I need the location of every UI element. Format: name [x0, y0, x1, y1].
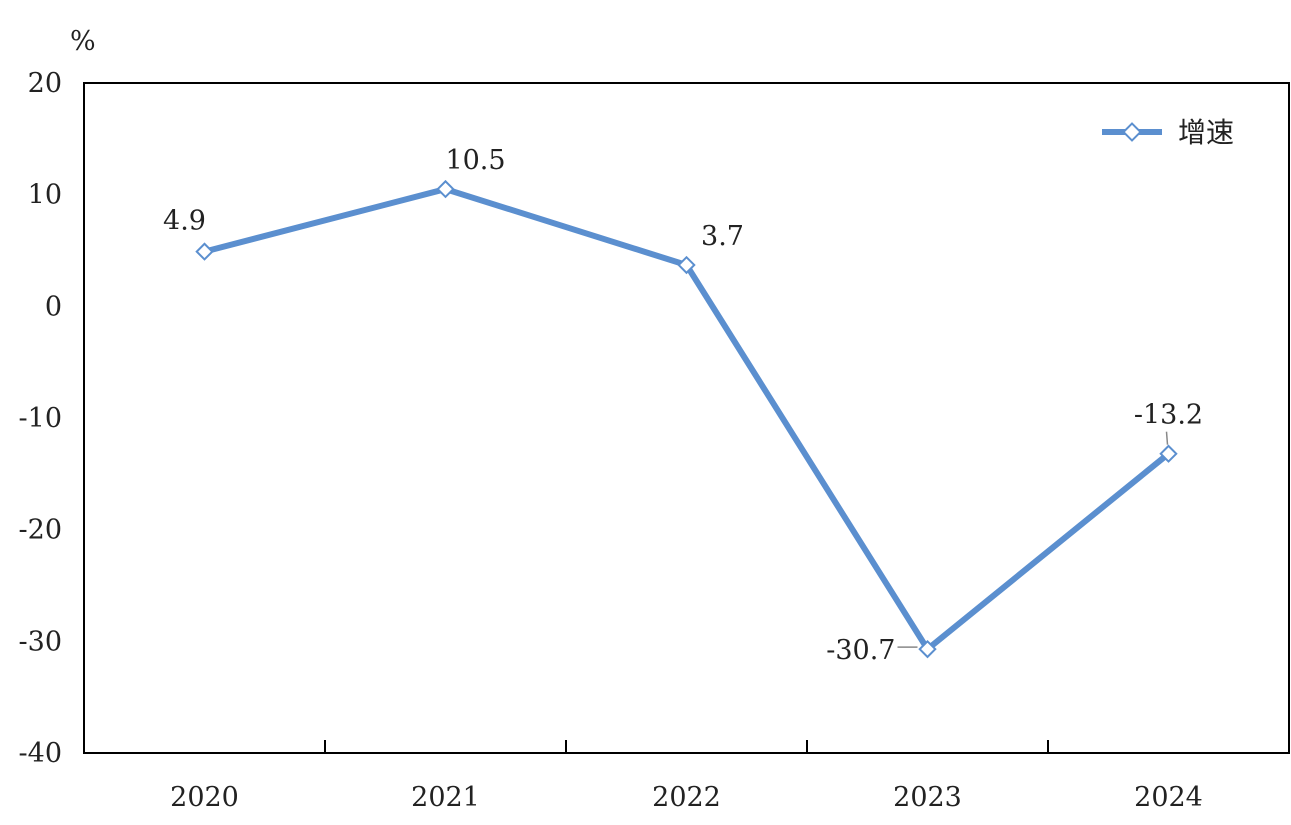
series-group: 4.9 10.5 3.7 -30.7 -13.2: [163, 145, 1203, 666]
y-tick-label: -30: [19, 626, 62, 657]
y-tick-label: 10: [28, 180, 62, 211]
x-tick-label: 2022: [652, 782, 721, 813]
x-tick-label: 2024: [1134, 782, 1203, 813]
legend: 增速: [1102, 116, 1234, 149]
y-tick-label: -40: [19, 738, 62, 769]
x-tick-label: 2023: [893, 782, 962, 813]
y-tick-label: 0: [45, 291, 62, 322]
x-tick-label: 2020: [170, 782, 239, 813]
y-tick-label: -20: [19, 515, 62, 546]
leader-line: [1165, 431, 1169, 445]
data-label: 4.9: [163, 206, 206, 237]
plot-area-frame: [83, 82, 1290, 754]
data-point-marker: [677, 255, 696, 275]
data-point-marker: [1159, 444, 1178, 463]
legend-label: 增速: [1178, 116, 1234, 149]
legend-marker-swatch: [1122, 122, 1142, 142]
y-tick-label: -10: [19, 403, 62, 434]
y-axis-unit: %: [70, 26, 96, 57]
data-label: -13.2: [1134, 400, 1203, 431]
x-tick-label: 2021: [411, 782, 480, 813]
y-tick-label: 20: [28, 68, 62, 99]
data-label: -30.7: [826, 635, 895, 666]
data-point-marker: [436, 179, 455, 199]
data-point-marker: [195, 242, 214, 261]
data-label: 3.7: [701, 221, 744, 252]
x-axis: 2020 2021 2022 2023 2024: [170, 740, 1203, 813]
data-point-marker: [918, 639, 937, 659]
y-axis: 20 10 0 -10 -20 -30 -40: [19, 68, 62, 769]
data-label: 10.5: [445, 145, 505, 176]
